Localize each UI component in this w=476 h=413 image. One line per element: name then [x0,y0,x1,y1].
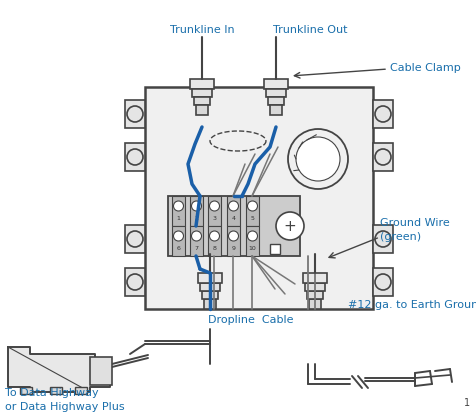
Circle shape [191,202,201,211]
Bar [196,106,208,116]
Text: 2: 2 [194,216,198,221]
Bar [263,80,288,90]
Text: 8: 8 [212,246,216,251]
Bar [199,283,219,291]
Text: Ground Wire
(green): Ground Wire (green) [379,218,449,241]
Bar [201,291,218,299]
Bar [75,387,87,394]
Circle shape [228,231,238,242]
Circle shape [247,231,257,242]
Bar [208,226,220,256]
Text: Trunkline Out: Trunkline Out [272,25,347,35]
Circle shape [288,130,347,190]
Text: 10: 10 [248,246,256,251]
Text: 4: 4 [231,216,235,221]
Circle shape [173,231,183,242]
Circle shape [374,150,390,166]
Bar [268,98,283,106]
Polygon shape [8,347,110,392]
Bar [204,299,216,309]
Bar [189,80,214,90]
Text: To Data Highway
or Data Highway Plus: To Data Highway or Data Highway Plus [5,387,124,411]
Bar [246,197,258,226]
Bar [227,197,239,226]
Bar [125,101,145,129]
Circle shape [127,274,143,290]
Bar [90,357,112,385]
Circle shape [209,202,219,211]
Bar [372,268,392,296]
Text: +: + [283,219,296,234]
Bar [302,273,327,283]
Bar [372,101,392,129]
Circle shape [191,231,201,242]
Circle shape [127,150,143,166]
Circle shape [173,202,183,211]
Bar [308,299,320,309]
Bar [246,226,258,256]
Circle shape [276,212,303,240]
Bar [192,90,211,98]
Bar [172,226,185,256]
Bar [50,387,62,394]
Bar [372,225,392,254]
Text: Trunkline In: Trunkline In [169,25,234,35]
Bar [189,226,203,256]
Text: Cable Clamp: Cable Clamp [389,63,460,73]
Bar [208,197,220,226]
Text: 7: 7 [194,246,198,251]
Circle shape [228,202,238,211]
Circle shape [374,274,390,290]
Bar [125,144,145,171]
Bar [145,88,372,309]
Circle shape [296,138,339,182]
Bar [20,387,32,394]
Bar [227,226,239,256]
Bar [189,197,203,226]
Circle shape [127,107,143,123]
Text: 9: 9 [231,246,235,251]
Bar [266,90,286,98]
Text: 1: 1 [176,216,180,221]
Circle shape [247,202,257,211]
Circle shape [374,107,390,123]
Bar [372,144,392,171]
Bar [194,98,209,106]
Bar [307,291,322,299]
Text: 1: 1 [463,397,469,407]
Bar [125,225,145,254]
Circle shape [209,231,219,242]
Text: 5: 5 [250,216,254,221]
Bar [172,197,185,226]
Text: 6: 6 [176,246,180,251]
Bar [198,273,221,283]
Text: 3: 3 [212,216,216,221]
Bar [168,197,299,256]
Bar [269,244,279,254]
Text: #12 ga. to Earth Ground: #12 ga. to Earth Ground [347,299,476,309]
Text: Dropline  Cable: Dropline Cable [208,314,293,324]
Bar [125,268,145,296]
Circle shape [374,231,390,247]
Bar [269,106,281,116]
Circle shape [127,231,143,247]
Bar [304,283,324,291]
